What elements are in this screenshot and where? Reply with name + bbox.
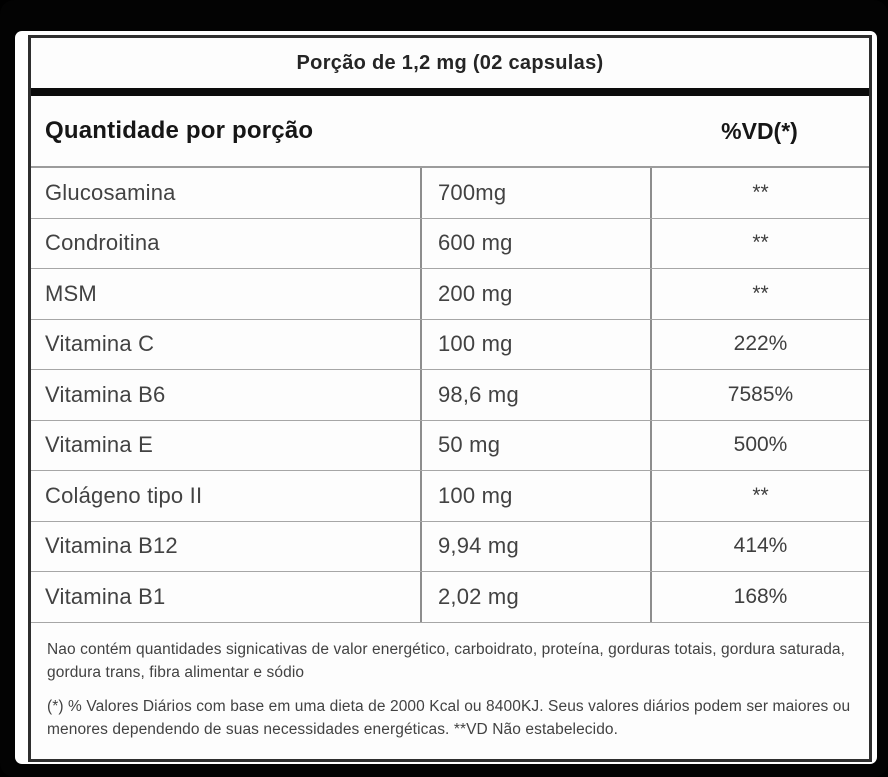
nutrient-name: Glucosamina [45,179,176,205]
nutrient-name: Vitamina B1 [45,583,166,609]
nutrient-name: Vitamina B12 [45,533,178,559]
nutrient-dv: 414% [650,521,869,571]
nutrition-facts-table: Porção de 1,2 mg (02 capsulas) Quantidad… [28,35,872,762]
nutrient-dv: ** [650,218,869,268]
footnotes-section: Nao contém quantidades signicativas de v… [31,623,869,760]
nutrient-amount: 100 mg [420,319,650,369]
nutrient-amount: 200 mg [420,269,650,319]
nutrient-name: Vitamina C [45,331,155,357]
nutrient-dv: 222% [650,319,869,369]
nutrient-amount: 98,6 mg [420,370,650,420]
nutrition-panel: Porção de 1,2 mg (02 capsulas) Quantidad… [15,31,877,764]
daily-value-header: %VD(*) [721,117,798,144]
footnote-daily-values: (*) % Valores Diários com base em uma di… [47,698,851,739]
table-row: MSM 200 mg ** [31,269,869,320]
table-row: Colágeno tipo II 100 mg ** [31,471,869,522]
nutrient-name: MSM [45,280,97,306]
nutrient-amount: 2,02 mg [420,572,650,622]
table-row: Vitamina B1 2,02 mg 168% [31,572,869,623]
columns-header-row: Quantidade por porção %VD(*) [31,96,869,168]
nutrient-dv: ** [650,269,869,319]
footnote-no-significant-amounts: Nao contém quantidades signicativas de v… [47,640,846,681]
nutrient-dv: 7585% [650,370,869,420]
table-row: Vitamina C 100 mg 222% [31,319,869,370]
table-row: Condroitina 600 mg ** [31,218,869,269]
table-row: Vitamina B12 9,94 mg 414% [31,521,869,572]
serving-size-header: Porção de 1,2 mg (02 capsulas) [296,51,604,74]
nutrient-name: Condroitina [45,230,160,256]
nutrient-amount: 100 mg [420,471,650,521]
nutrient-amount: 50 mg [420,420,650,470]
nutrient-name: Vitamina B6 [45,381,166,407]
nutrient-amount: 600 mg [420,218,650,268]
nutrient-name: Colágeno tipo II [45,482,203,508]
table-row: Glucosamina 700mg ** [31,168,869,219]
nutrient-amount: 9,94 mg [420,521,650,571]
nutrient-amount: 700mg [420,168,650,218]
nutrient-dv: 500% [650,420,869,470]
quantity-per-serving-header: Quantidade por porção [45,117,314,144]
table-row: Vitamina B6 98,6 mg 7585% [31,370,869,421]
nutrient-dv: ** [650,168,869,218]
nutrient-dv: 168% [650,572,869,622]
table-row: Vitamina E 50 mg 500% [31,420,869,471]
divider-bar [31,88,869,96]
nutrient-rows: Glucosamina 700mg ** Condroitina 600 mg … [31,168,869,623]
nutrient-dv: ** [650,471,869,521]
nutrient-name: Vitamina E [45,432,153,458]
